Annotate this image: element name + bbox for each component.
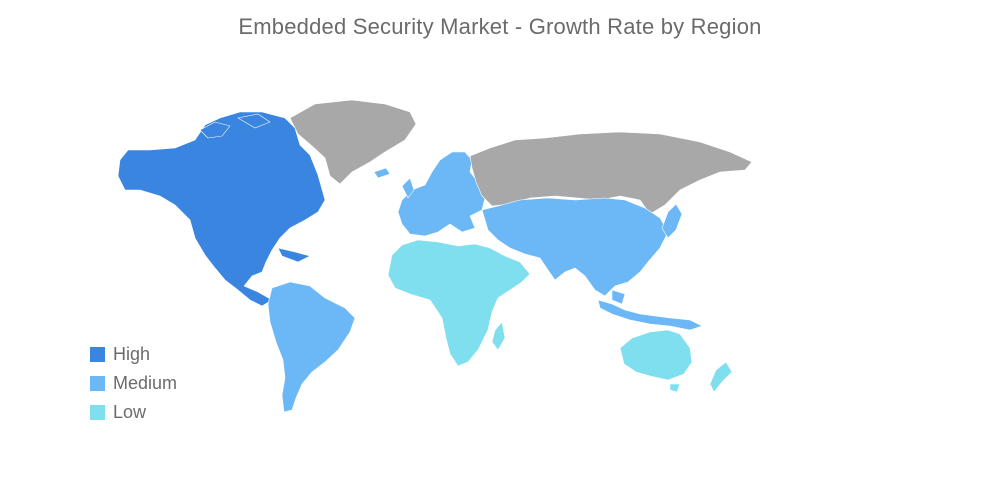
region-middle-east-africa	[387, 239, 531, 367]
legend-label-high: High	[113, 344, 151, 364]
legend: High Medium Low	[90, 340, 177, 427]
region-asia-pacific	[481, 197, 669, 297]
legend-item-low: Low	[90, 398, 177, 427]
region-europe-uk	[373, 167, 415, 199]
region-north-america-islands	[199, 113, 311, 263]
legend-item-medium: Medium	[90, 369, 177, 398]
region-europe	[397, 151, 486, 237]
legend-swatch-low	[90, 405, 105, 420]
region-north-america	[117, 111, 326, 307]
legend-label-low: Low	[113, 402, 147, 422]
legend-swatch-medium	[90, 376, 105, 391]
legend-item-high: High	[90, 340, 177, 369]
chart-title: Embedded Security Market - Growth Rate b…	[238, 14, 762, 39]
region-south-america	[267, 281, 356, 413]
region-australia-nz	[619, 329, 733, 393]
legend-swatch-high	[90, 347, 105, 362]
region-greenland	[289, 99, 417, 185]
region-madagascar	[491, 321, 506, 351]
legend-label-medium: Medium	[113, 373, 178, 393]
region-asia-pacific-islands	[597, 203, 703, 331]
